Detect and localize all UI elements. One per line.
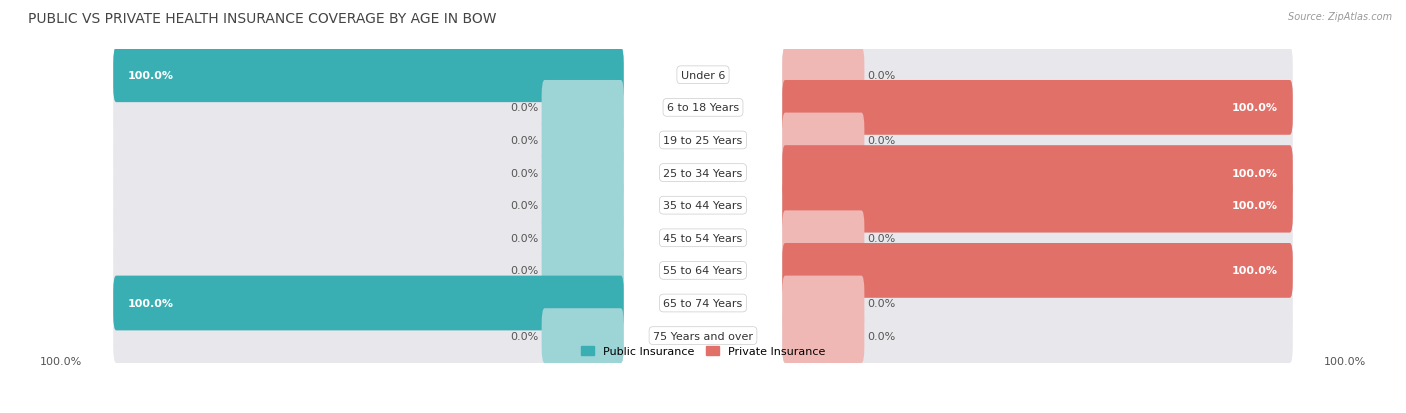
FancyBboxPatch shape <box>114 81 624 135</box>
Text: 65 to 74 Years: 65 to 74 Years <box>664 298 742 308</box>
Legend: Public Insurance, Private Insurance: Public Insurance, Private Insurance <box>576 342 830 361</box>
FancyBboxPatch shape <box>782 81 1292 135</box>
FancyBboxPatch shape <box>782 178 1292 233</box>
Text: 100.0%: 100.0% <box>128 71 174 81</box>
FancyBboxPatch shape <box>541 309 624 363</box>
FancyBboxPatch shape <box>782 276 865 330</box>
Text: 19 to 25 Years: 19 to 25 Years <box>664 135 742 146</box>
FancyBboxPatch shape <box>114 48 624 103</box>
FancyBboxPatch shape <box>782 211 1292 266</box>
FancyBboxPatch shape <box>114 309 624 363</box>
Text: 100.0%: 100.0% <box>1232 201 1278 211</box>
Text: PUBLIC VS PRIVATE HEALTH INSURANCE COVERAGE BY AGE IN BOW: PUBLIC VS PRIVATE HEALTH INSURANCE COVER… <box>28 12 496 26</box>
Text: 0.0%: 0.0% <box>868 71 896 81</box>
FancyBboxPatch shape <box>541 146 624 200</box>
Text: Source: ZipAtlas.com: Source: ZipAtlas.com <box>1288 12 1392 22</box>
Text: 100.0%: 100.0% <box>39 356 82 366</box>
Text: 100.0%: 100.0% <box>1324 356 1367 366</box>
FancyBboxPatch shape <box>114 276 624 330</box>
FancyBboxPatch shape <box>114 113 624 168</box>
FancyBboxPatch shape <box>114 211 624 266</box>
Text: 0.0%: 0.0% <box>868 298 896 308</box>
Text: 100.0%: 100.0% <box>128 298 174 308</box>
FancyBboxPatch shape <box>541 113 624 168</box>
Text: 0.0%: 0.0% <box>868 233 896 243</box>
FancyBboxPatch shape <box>782 81 1292 135</box>
Text: 0.0%: 0.0% <box>510 331 538 341</box>
Text: 6 to 18 Years: 6 to 18 Years <box>666 103 740 113</box>
Text: 55 to 64 Years: 55 to 64 Years <box>664 266 742 276</box>
FancyBboxPatch shape <box>541 243 624 298</box>
Text: Under 6: Under 6 <box>681 71 725 81</box>
FancyBboxPatch shape <box>782 243 1292 298</box>
FancyBboxPatch shape <box>782 178 1292 233</box>
Text: 0.0%: 0.0% <box>510 135 538 146</box>
FancyBboxPatch shape <box>114 243 624 298</box>
FancyBboxPatch shape <box>114 48 624 103</box>
Text: 100.0%: 100.0% <box>1232 266 1278 276</box>
Text: 0.0%: 0.0% <box>510 103 538 113</box>
FancyBboxPatch shape <box>782 113 865 168</box>
FancyBboxPatch shape <box>541 211 624 266</box>
FancyBboxPatch shape <box>782 146 1292 200</box>
Text: 0.0%: 0.0% <box>510 233 538 243</box>
FancyBboxPatch shape <box>782 243 1292 298</box>
FancyBboxPatch shape <box>541 178 624 233</box>
Text: 75 Years and over: 75 Years and over <box>652 331 754 341</box>
Text: 0.0%: 0.0% <box>868 331 896 341</box>
FancyBboxPatch shape <box>782 309 865 363</box>
FancyBboxPatch shape <box>782 309 1292 363</box>
Text: 0.0%: 0.0% <box>868 135 896 146</box>
FancyBboxPatch shape <box>782 146 1292 200</box>
Text: 0.0%: 0.0% <box>510 201 538 211</box>
FancyBboxPatch shape <box>541 81 624 135</box>
Text: 0.0%: 0.0% <box>510 266 538 276</box>
FancyBboxPatch shape <box>114 146 624 200</box>
FancyBboxPatch shape <box>114 276 624 330</box>
FancyBboxPatch shape <box>782 113 1292 168</box>
FancyBboxPatch shape <box>782 48 865 103</box>
Text: 100.0%: 100.0% <box>1232 103 1278 113</box>
Text: 25 to 34 Years: 25 to 34 Years <box>664 168 742 178</box>
Text: 0.0%: 0.0% <box>510 168 538 178</box>
Text: 35 to 44 Years: 35 to 44 Years <box>664 201 742 211</box>
FancyBboxPatch shape <box>782 276 1292 330</box>
Text: 100.0%: 100.0% <box>1232 168 1278 178</box>
FancyBboxPatch shape <box>114 178 624 233</box>
Text: 45 to 54 Years: 45 to 54 Years <box>664 233 742 243</box>
FancyBboxPatch shape <box>782 48 1292 103</box>
FancyBboxPatch shape <box>782 211 865 266</box>
